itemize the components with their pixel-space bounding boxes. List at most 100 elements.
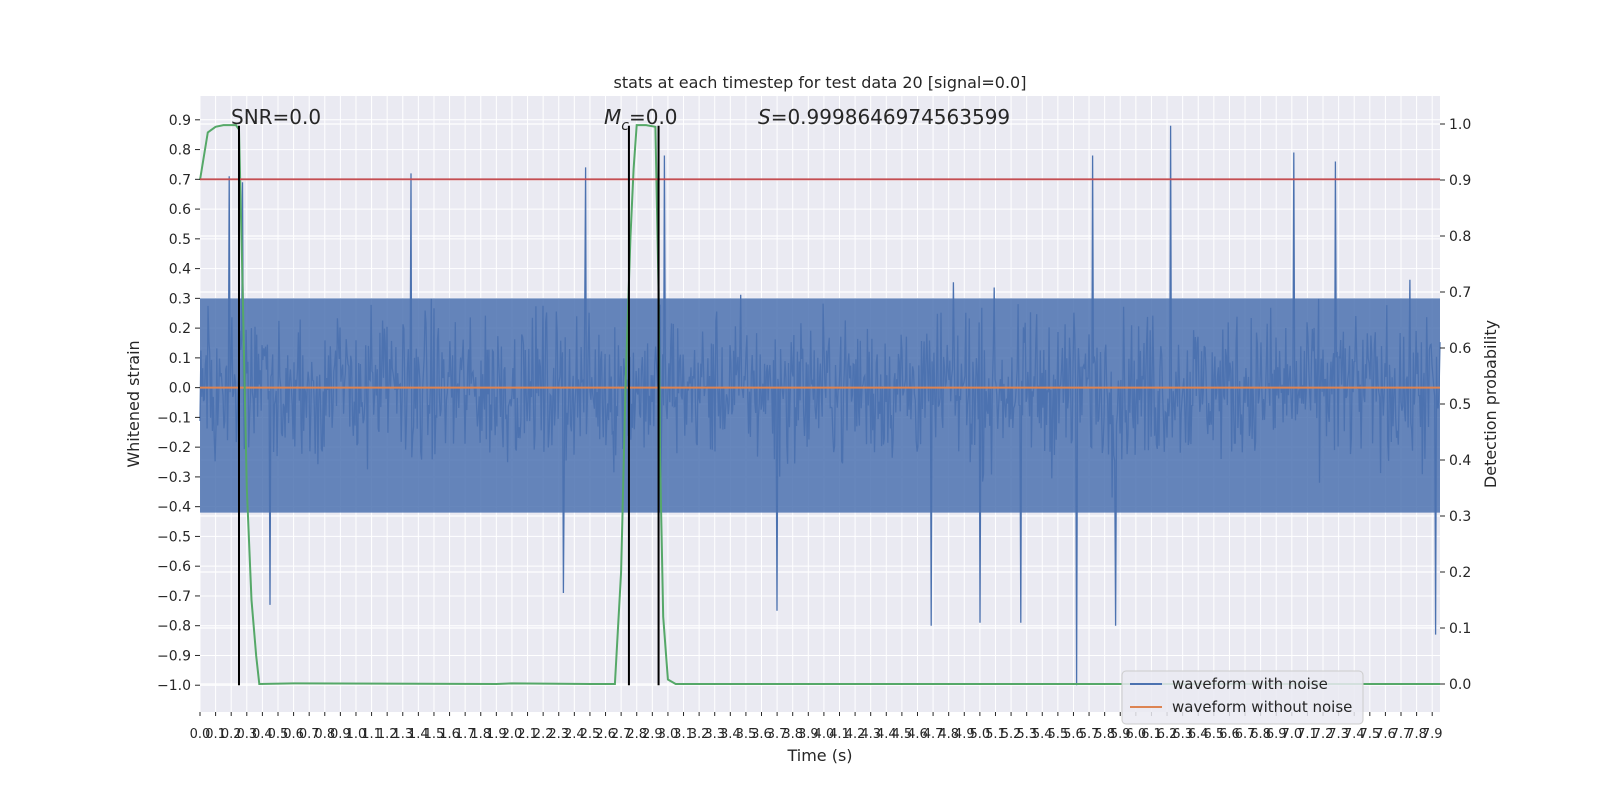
x-tick-label: 4.8: [938, 727, 959, 742]
y-axis-right-ticks: 1.0 0.9 0.8 0.7 0.6 0.5 0.4 0.3 0.2 0.1 0.0: [1440, 117, 1471, 693]
x-tick-label: 1.9: [486, 727, 507, 742]
y2-tick-label: 0.2: [1449, 565, 1471, 581]
y-tick-label: −0.5: [157, 529, 191, 545]
y-tick-label: 0.2: [169, 321, 191, 337]
x-axis-label: Time (s): [786, 746, 852, 765]
x-tick-label: 2.2: [533, 727, 554, 742]
legend-label-noise: waveform with noise: [1172, 675, 1328, 693]
x-tick-label: 4.4: [876, 727, 897, 742]
x-tick-label: 6.0: [1126, 727, 1147, 742]
y2-tick-label: 0.8: [1449, 229, 1471, 245]
x-tick-label: 5.2: [1001, 727, 1022, 742]
y2-tick-label: 0.7: [1449, 285, 1471, 301]
x-tick-label: 7.8: [1406, 727, 1427, 742]
x-tick-label: 6.4: [1188, 727, 1209, 742]
x-tick-label: 6.8: [1250, 727, 1271, 742]
x-tick-label: 6.3: [1172, 727, 1193, 742]
y2-tick-label: 0.0: [1449, 677, 1471, 693]
x-tick-label: 0.1: [205, 727, 226, 742]
x-tick-label: 6.5: [1203, 727, 1224, 742]
x-tick-label: 4.7: [923, 727, 944, 742]
x-tick-label: 7.5: [1359, 727, 1380, 742]
y2-tick-label: 0.4: [1449, 453, 1471, 469]
x-tick-label: 0.0: [190, 727, 211, 742]
x-tick-label: 3.2: [689, 727, 710, 742]
x-tick-label: 7.7: [1391, 727, 1412, 742]
y-tick-label: 0.8: [169, 143, 191, 159]
legend-label-clean: waveform without noise: [1172, 698, 1352, 716]
x-tick-label: 2.6: [595, 727, 616, 742]
y-axis-label: Whitened strain: [124, 340, 143, 467]
y-tick-label: −0.8: [157, 619, 191, 635]
y2-tick-label: 0.3: [1449, 509, 1471, 525]
y-axis-left-ticks: 0.9 0.8 0.7 0.6 0.5 0.4 0.3 0.2 0.1 0.0 −0.1 −0.2 −0…: [157, 113, 200, 694]
y-tick-label: −0.7: [157, 589, 191, 605]
x-tick-label: 2.9: [642, 727, 663, 742]
x-tick-label: 6.9: [1266, 727, 1287, 742]
x-tick-label: 2.3: [548, 727, 569, 742]
x-tick-label: 2.5: [580, 727, 601, 742]
x-tick-label: 0.8: [314, 727, 335, 742]
x-tick-label: 6.2: [1157, 727, 1178, 742]
x-tick-label: 7.4: [1344, 727, 1365, 742]
x-tick-label: 4.2: [845, 727, 866, 742]
x-tick-label: 7.2: [1313, 727, 1334, 742]
series-layer: [199, 124, 1440, 686]
x-tick-label: 0.7: [299, 727, 320, 742]
y-tick-label: −0.3: [157, 470, 191, 486]
x-tick-label: 5.7: [1079, 727, 1100, 742]
x-tick-label: 4.0: [814, 727, 835, 742]
x-tick-label: 0.3: [236, 727, 257, 742]
x-tick-label: 7.1: [1297, 727, 1318, 742]
y-tick-label: 0.3: [169, 291, 191, 307]
x-tick-label: 5.4: [1032, 727, 1053, 742]
x-tick-label: 3.8: [782, 727, 803, 742]
x-tick-label: 1.3: [392, 727, 413, 742]
x-tick-label: 1.5: [424, 727, 445, 742]
x-tick-label: 3.4: [720, 727, 741, 742]
x-tick-label: 5.5: [1048, 727, 1069, 742]
x-tick-label: 1.0: [346, 727, 367, 742]
x-tick-label: 1.1: [361, 727, 382, 742]
x-tick-label: 3.1: [673, 727, 694, 742]
legend-box: [1121, 670, 1364, 725]
x-tick-label: 7.0: [1281, 727, 1302, 742]
x-tick-label: 0.4: [252, 727, 273, 742]
x-tick-label: 5.8: [1094, 727, 1115, 742]
y-tick-label: −1.0: [157, 678, 191, 694]
x-tick-label: 6.6: [1219, 727, 1240, 742]
score-annotation: S=0.9998646974563599: [758, 105, 1010, 129]
x-tick-label: 3.3: [704, 727, 725, 742]
legend: waveform with noise waveform without noi…: [1121, 670, 1364, 725]
y-tick-label: −0.9: [157, 648, 191, 664]
y2-tick-label: 0.9: [1449, 173, 1471, 189]
x-tick-label: 3.5: [736, 727, 757, 742]
x-tick-label: 0.6: [283, 727, 304, 742]
y-tick-label: 0.4: [169, 262, 191, 278]
x-tick-label: 7.6: [1375, 727, 1396, 742]
x-tick-label: 0.2: [221, 727, 242, 742]
x-tick-label: 7.3: [1328, 727, 1349, 742]
y-tick-label: 0.7: [169, 172, 191, 188]
x-tick-label: 4.1: [829, 727, 850, 742]
x-tick-label: 4.6: [907, 727, 928, 742]
y2-tick-label: 0.6: [1449, 341, 1471, 357]
y-tick-label: 0.9: [169, 113, 191, 129]
chirp-mass-annotation: Mc=0.0: [604, 105, 678, 134]
x-tick-label: 4.3: [860, 727, 881, 742]
series-line-2: [199, 124, 1440, 686]
snr-annotation: SNR=0.0: [231, 105, 321, 129]
y-tick-label: 0.0: [169, 381, 191, 397]
y2-tick-label: 0.5: [1449, 397, 1471, 413]
x-tick-label: 5.0: [970, 727, 991, 742]
x-tick-label: 0.5: [268, 727, 289, 742]
y-tick-label: −0.4: [157, 500, 191, 516]
x-tick-label: 6.7: [1235, 727, 1256, 742]
x-tick-label: 2.7: [611, 727, 632, 742]
x-tick-label: 3.0: [658, 727, 679, 742]
y-tick-label: 0.6: [169, 202, 191, 218]
x-tick-label: 0.9: [330, 727, 351, 742]
x-tick-label: 3.9: [798, 727, 819, 742]
x-tick-label: 3.7: [767, 727, 788, 742]
x-tick-label: 5.1: [985, 727, 1006, 742]
